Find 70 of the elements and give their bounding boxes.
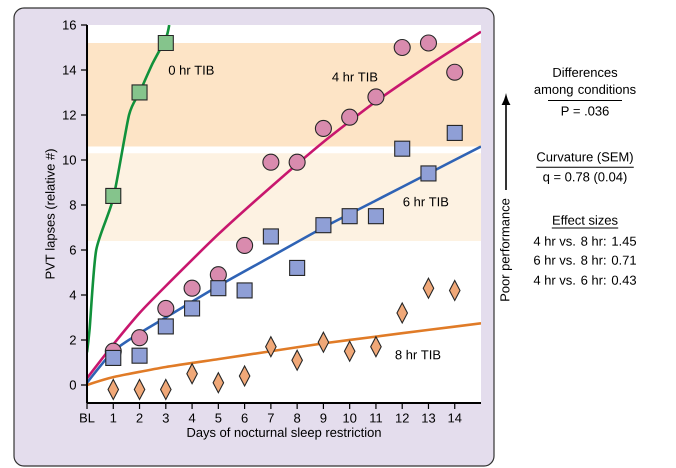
y-tick-label: 6 (70, 245, 76, 255)
point (236, 236, 254, 254)
point (262, 154, 280, 171)
x-tick-label: 13 (422, 413, 436, 423)
x-tick-label: 1 (110, 414, 116, 422)
x-tick-label: 8 (294, 413, 300, 423)
y-tick-label: 14 (63, 66, 76, 74)
y-tick-label: 0 (70, 380, 76, 390)
y-tick-label: 4 (70, 290, 76, 300)
text: 4 hr vs. 8 hr: 1.45 (534, 236, 636, 246)
x-tick-label: 11 (370, 414, 382, 422)
x-tick-label: 14 (448, 414, 462, 422)
series-label: 8 hr TIB (396, 350, 440, 360)
series-label: 6 hr TIB (403, 196, 448, 206)
text: 4 hr vs. 6 hr: 0.43 (534, 275, 636, 285)
text: 6 hr vs. 8 hr: 0.71 (534, 255, 636, 265)
point (158, 318, 174, 335)
y-tick-label: 16 (63, 20, 76, 30)
point (210, 280, 226, 296)
point (341, 108, 358, 126)
y-tick-label: 10 (63, 155, 76, 165)
point (105, 350, 122, 366)
point (262, 228, 279, 245)
text: Effect sizes (553, 215, 618, 225)
x-tick-label: 9 (320, 413, 326, 423)
y-tick-label: 2 (70, 335, 76, 345)
x-tick-label: 7 (268, 414, 274, 422)
point (288, 154, 306, 171)
line-series (87, 145, 482, 384)
x-tick-label: 5 (215, 414, 222, 423)
point (394, 140, 410, 157)
x-tick-label: 10 (343, 413, 356, 423)
text: q = 0.78 (0.04) (543, 172, 626, 184)
point (289, 260, 306, 276)
y-tick-label: 12 (63, 110, 76, 120)
text: Differences among conditions (534, 67, 636, 97)
series-label: 0 hr TIB (168, 65, 214, 75)
point (367, 88, 384, 106)
x-tick-label: 4 (188, 414, 196, 422)
y-axis-title: PVT lapses (relative #) (45, 149, 58, 278)
x-tick-label: 3 (162, 413, 169, 423)
point (184, 300, 200, 317)
point (131, 84, 148, 101)
point (446, 64, 464, 81)
point (184, 280, 201, 297)
point (157, 300, 174, 318)
x-tick-label: 2 (136, 413, 142, 423)
x-tick-label: BL (80, 414, 95, 422)
x-tick-label: 12 (396, 413, 409, 423)
point (158, 34, 174, 52)
point (420, 165, 437, 182)
text: Poor performance (500, 198, 512, 301)
point (368, 208, 384, 224)
point (314, 120, 332, 138)
point (420, 34, 438, 52)
line-series (87, 30, 482, 380)
x-tick-label: 6 (242, 413, 248, 423)
text: Curvature (SEM) (537, 152, 633, 164)
point (236, 282, 253, 299)
point (105, 188, 122, 204)
point (446, 124, 463, 142)
point (130, 329, 148, 346)
point (315, 217, 332, 234)
point (342, 208, 358, 224)
point (131, 348, 148, 364)
series-label: 4 hr TIB (332, 72, 378, 82)
y-tick-label: 8 (70, 200, 76, 210)
text: P = .036 (562, 106, 609, 116)
x-axis-title: Days of nocturnal sleep restriction (188, 427, 381, 440)
point (394, 38, 411, 56)
